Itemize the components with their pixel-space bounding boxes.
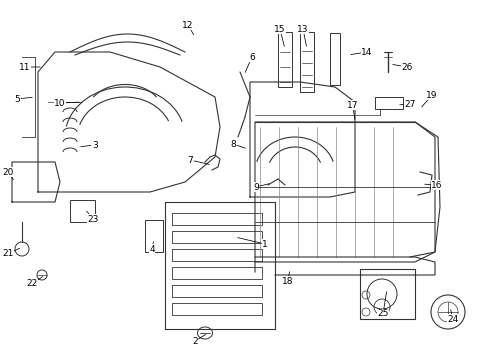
Bar <box>172 249 261 261</box>
Text: 15: 15 <box>273 25 285 34</box>
Text: 24: 24 <box>446 315 458 323</box>
Text: 10: 10 <box>54 99 66 107</box>
Bar <box>374 97 402 109</box>
Text: 6: 6 <box>249 52 255 61</box>
Text: 22: 22 <box>26 280 38 288</box>
Bar <box>300 32 313 92</box>
Text: 1: 1 <box>261 240 267 248</box>
Bar <box>70 200 95 222</box>
Text: 13: 13 <box>297 25 308 34</box>
Text: 27: 27 <box>404 100 415 109</box>
Bar <box>359 269 414 319</box>
Bar <box>172 213 261 225</box>
Bar <box>172 231 261 243</box>
Bar <box>145 220 163 252</box>
Text: 4: 4 <box>149 245 154 253</box>
Bar <box>172 267 261 279</box>
Text: 21: 21 <box>2 250 14 258</box>
Text: 14: 14 <box>361 47 372 56</box>
Text: 12: 12 <box>182 20 193 30</box>
Text: 3: 3 <box>92 141 98 150</box>
Bar <box>329 33 339 85</box>
Text: 5: 5 <box>14 95 20 104</box>
Text: 9: 9 <box>253 182 258 191</box>
Text: 17: 17 <box>347 101 358 110</box>
Bar <box>277 32 291 87</box>
Text: 26: 26 <box>400 62 412 71</box>
Text: 11: 11 <box>19 62 30 71</box>
Text: 25: 25 <box>377 310 388 318</box>
Bar <box>172 303 261 315</box>
Text: 19: 19 <box>425 91 437 100</box>
Text: 2: 2 <box>192 337 197 346</box>
Text: 7: 7 <box>187 156 193 165</box>
Text: 16: 16 <box>430 181 442 190</box>
Text: 20: 20 <box>2 167 14 176</box>
Text: 18: 18 <box>282 277 293 286</box>
Text: 23: 23 <box>87 215 98 223</box>
Bar <box>172 285 261 297</box>
Text: 8: 8 <box>229 140 235 149</box>
